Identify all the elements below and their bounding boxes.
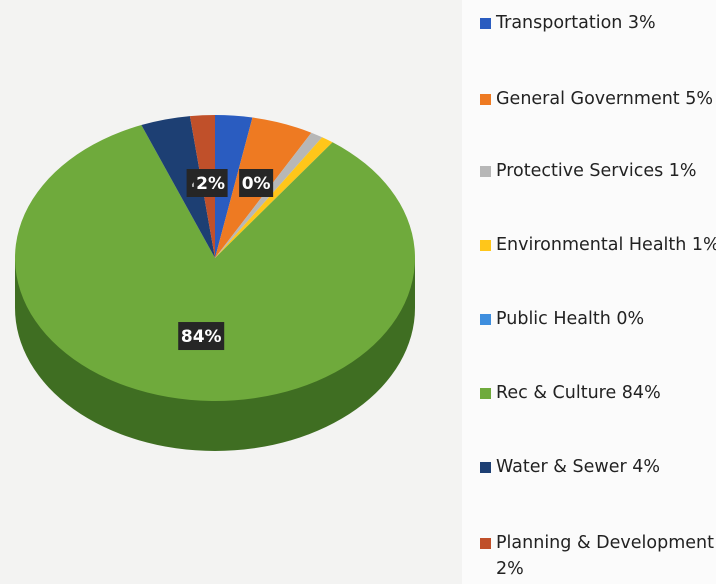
legend-label: General Government 5% xyxy=(496,89,713,109)
legend-item: Planning & Development 2% xyxy=(480,530,716,582)
legend-swatch xyxy=(480,94,491,105)
data-label-text: 84% xyxy=(181,327,222,347)
data-label-box xyxy=(239,169,274,197)
legend-item: General Government 5% xyxy=(480,86,716,112)
legend-label: Planning & Development 2% xyxy=(496,533,714,579)
legend-swatch xyxy=(480,538,491,549)
legend-swatch xyxy=(480,166,491,177)
legend-item: Environmental Health 1% xyxy=(480,232,716,258)
legend-item: Water & Sewer 4% xyxy=(480,454,716,480)
legend-item: Transportation 3% xyxy=(480,10,716,36)
legend-label: Environmental Health 1% xyxy=(496,235,716,255)
legend-swatch xyxy=(480,388,491,399)
legend-item: Public Health 0% xyxy=(480,306,716,332)
pie-slice xyxy=(14,125,415,402)
legend-label: Transportation 3% xyxy=(496,13,656,33)
pie-slice xyxy=(215,137,333,258)
pie-slice xyxy=(141,116,215,258)
legend-swatch xyxy=(480,314,491,325)
legend: Transportation 3% General Government 5% Pr… xyxy=(462,0,716,584)
legend-label: Public Health 0% xyxy=(496,309,645,329)
legend-swatch xyxy=(480,240,491,251)
data-label: 84% xyxy=(178,322,225,351)
legend-label: Protective Services 1% xyxy=(496,161,697,181)
data-label-box xyxy=(193,169,228,197)
data-label-box xyxy=(178,322,225,351)
pie-slice xyxy=(215,115,253,258)
legend-swatch xyxy=(480,462,491,473)
data-label-text: 0% xyxy=(242,174,271,194)
data-label: 2% xyxy=(193,169,228,197)
data-label-text: 2% xyxy=(196,174,225,194)
legend-item: Rec & Culture 84% xyxy=(480,380,716,406)
legend-item: Protective Services 1% xyxy=(480,158,716,184)
legend-label: Water & Sewer 4% xyxy=(496,457,660,477)
chart: 0%84%42% xyxy=(14,115,415,451)
data-label: 0% xyxy=(239,169,274,197)
legend-label: Rec & Culture 84% xyxy=(496,383,661,403)
legend-swatch xyxy=(480,18,491,29)
